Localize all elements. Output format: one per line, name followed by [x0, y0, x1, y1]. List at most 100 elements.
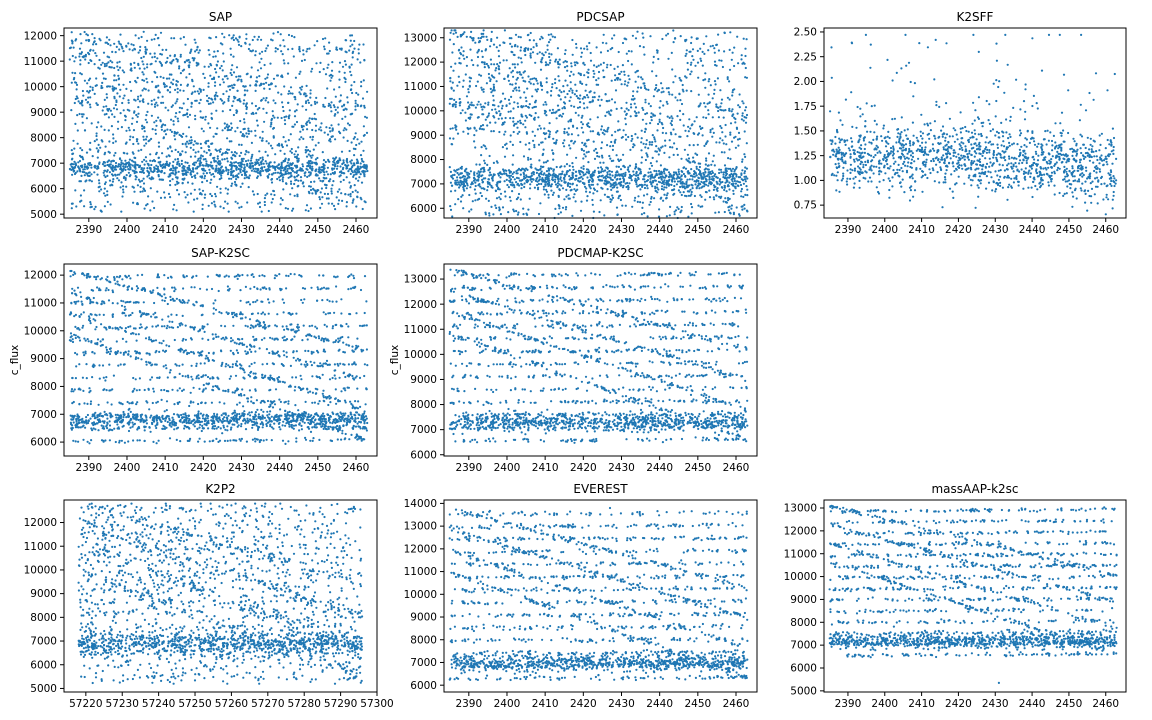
data-point [309, 165, 311, 167]
data-point [208, 205, 210, 207]
data-point [121, 126, 123, 128]
data-point [346, 205, 348, 207]
data-point [351, 92, 353, 94]
data-point [182, 143, 184, 145]
data-point [132, 170, 134, 172]
data-point [215, 110, 217, 112]
data-point [146, 111, 148, 113]
data-point [637, 201, 639, 203]
data-point [257, 193, 259, 195]
data-point [197, 46, 199, 48]
data-point [338, 79, 340, 81]
data-point [115, 87, 117, 89]
data-point [570, 71, 572, 73]
data-point [166, 163, 168, 165]
data-point [591, 178, 593, 180]
data-point [332, 164, 334, 166]
data-point [326, 53, 328, 55]
data-point [338, 175, 340, 177]
data-point [530, 158, 532, 160]
data-point [732, 52, 734, 54]
data-point [356, 161, 358, 163]
data-point [319, 126, 321, 128]
data-point [244, 166, 246, 168]
data-point [708, 78, 710, 80]
data-point [480, 168, 482, 170]
data-point [137, 143, 139, 145]
data-point [641, 78, 643, 80]
data-point [239, 120, 241, 122]
data-point [646, 154, 648, 156]
data-point [222, 152, 224, 154]
data-point [230, 173, 232, 175]
data-point [84, 168, 86, 170]
data-point [468, 176, 470, 178]
data-point [344, 108, 346, 110]
data-point [252, 165, 254, 167]
data-point [170, 74, 172, 76]
data-point [164, 84, 166, 86]
data-point [678, 136, 680, 138]
data-point [489, 171, 491, 173]
data-point [470, 31, 472, 33]
data-point [216, 186, 218, 188]
data-point [735, 174, 737, 176]
data-point [160, 197, 162, 199]
data-point [93, 208, 95, 210]
data-point [474, 188, 476, 190]
data-point [153, 71, 155, 73]
data-point [265, 151, 267, 153]
data-point [556, 87, 558, 89]
data-point [552, 138, 554, 140]
data-point [138, 52, 140, 54]
data-point [241, 159, 243, 161]
data-point [321, 187, 323, 189]
data-point [358, 52, 360, 54]
data-point [515, 170, 517, 172]
data-point [327, 134, 329, 136]
data-point [458, 62, 460, 64]
data-point [101, 140, 103, 142]
y-tick-label: 12000 [24, 30, 57, 42]
data-point [99, 186, 101, 188]
data-point [667, 58, 669, 60]
data-point [273, 194, 275, 196]
data-point [104, 165, 106, 167]
data-point [688, 118, 690, 120]
data-point [696, 168, 698, 170]
data-point [216, 150, 218, 152]
data-point [585, 145, 587, 147]
data-point [334, 138, 336, 140]
data-point [275, 50, 277, 52]
data-point [230, 69, 232, 71]
data-point [215, 55, 217, 57]
data-point [649, 178, 651, 180]
data-point [264, 201, 266, 203]
data-point [198, 93, 200, 95]
data-point [150, 164, 152, 166]
data-point [565, 208, 567, 210]
data-point [188, 126, 190, 128]
data-point [161, 152, 163, 154]
data-point [517, 214, 519, 216]
data-point [487, 104, 489, 106]
data-point [108, 116, 110, 118]
data-point [458, 76, 460, 78]
data-point [158, 157, 160, 159]
data-point [608, 170, 610, 172]
data-point [262, 159, 264, 161]
data-point [129, 81, 131, 83]
data-point [132, 161, 134, 163]
data-point [263, 83, 265, 85]
data-point [528, 142, 530, 144]
data-point [487, 102, 489, 104]
data-point [74, 39, 76, 41]
data-point [181, 136, 183, 138]
data-point [179, 111, 181, 113]
data-point [596, 66, 598, 68]
data-point [528, 148, 530, 150]
data-point [119, 34, 121, 36]
data-point [292, 170, 294, 172]
data-point [157, 85, 159, 87]
data-point [584, 186, 586, 188]
